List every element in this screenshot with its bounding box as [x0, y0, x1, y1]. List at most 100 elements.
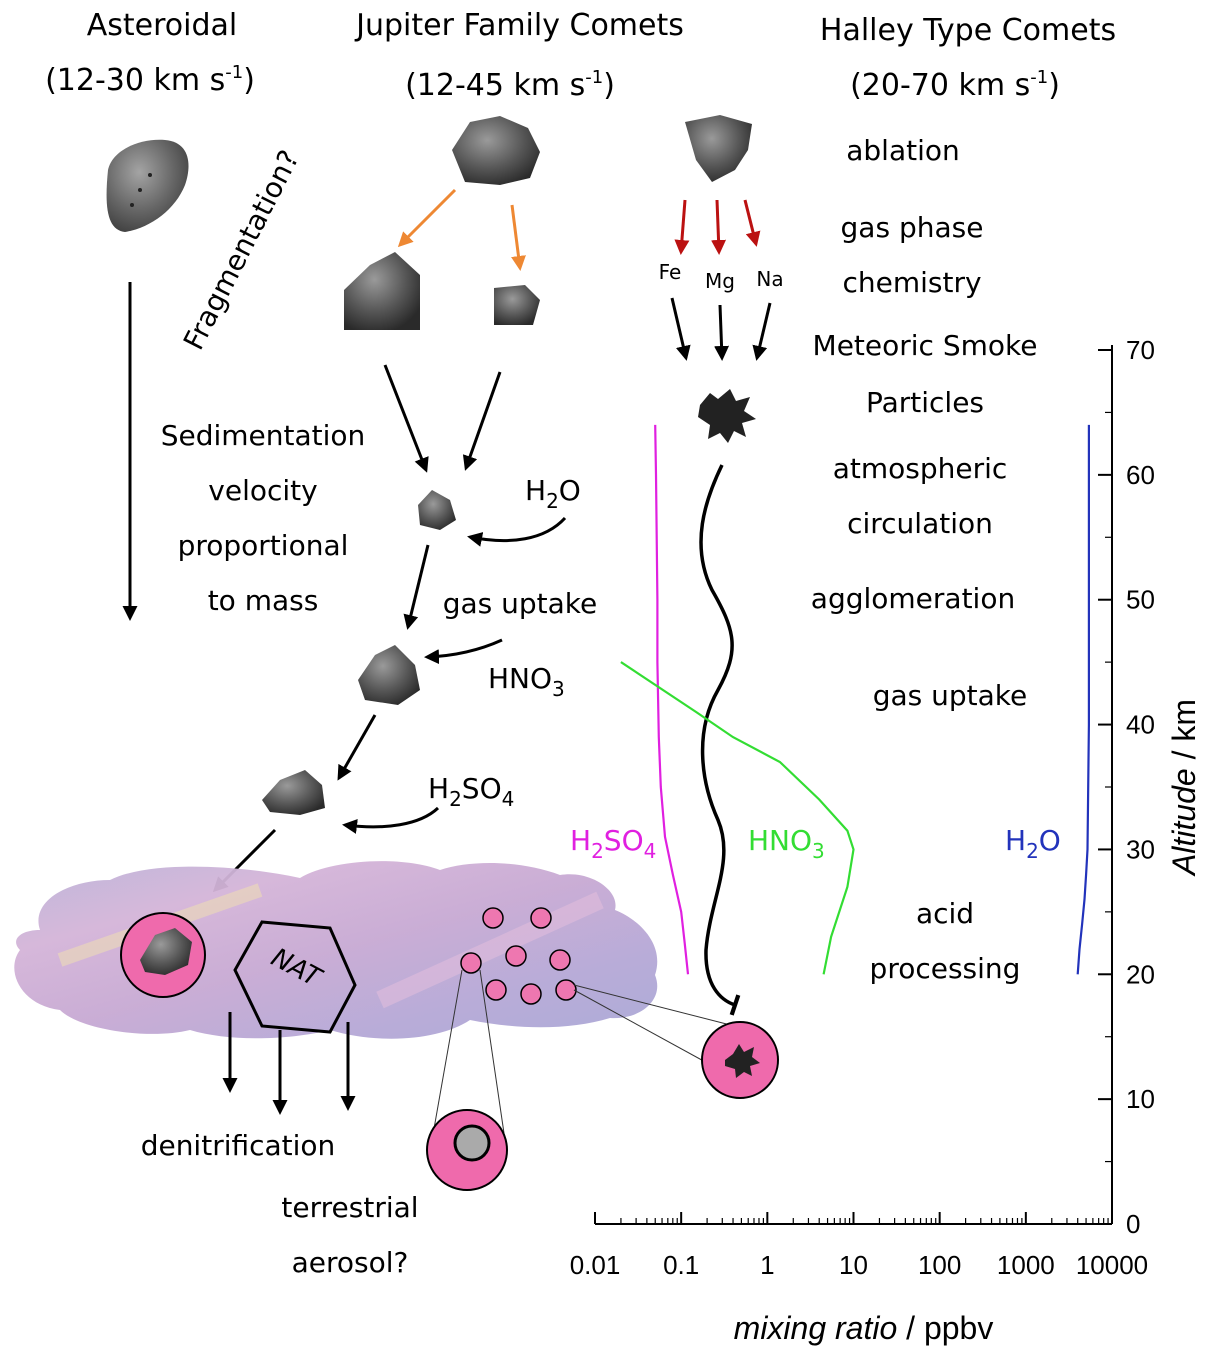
series-label-h2so4: H2SO4: [570, 824, 656, 863]
x-tick-label: 10: [839, 1250, 868, 1280]
series-line-h2o: [1076, 424, 1091, 975]
y-axis-title: Altitude / km: [1166, 699, 1202, 877]
msp-arrow-na: [752, 302, 772, 361]
htc-meteoroid: [685, 115, 752, 182]
meteoric-smoke-particle: [698, 389, 756, 443]
particle-stage-2: [358, 645, 420, 705]
asteroid-meteoroid: [106, 139, 189, 232]
fragment-small: [494, 285, 540, 325]
series-label-h2o: H2O: [1005, 824, 1061, 863]
fragment-arrow-right: [510, 204, 526, 271]
ablation-arrow-fe: [674, 199, 690, 255]
zoom-line: [573, 984, 751, 1031]
fe-label: Fe: [659, 260, 682, 284]
y-tick-label: 70: [1126, 335, 1155, 365]
sedimentation-label-2: velocity: [208, 474, 317, 507]
jfc-title: Jupiter Family Comets: [354, 8, 684, 43]
ablation-arrow-na: [743, 199, 761, 247]
x-tick-label: 0.01: [570, 1250, 621, 1280]
y-tick-label: 60: [1126, 460, 1155, 490]
aerosol-particle: [460, 952, 482, 974]
agglomeration-label: agglomeration: [811, 582, 1015, 615]
msp-inclusion: [725, 1044, 760, 1078]
fragment-large: [344, 252, 420, 330]
aerosol-particle: [520, 983, 542, 1005]
series-line-hno3: [620, 661, 855, 975]
terrestrial-label-1: terrestrial: [281, 1191, 418, 1224]
descent-arrow-2: [462, 371, 502, 471]
aerosol-particle: [485, 979, 507, 1001]
series-line-h2so4: [654, 424, 690, 975]
zoom-line: [479, 969, 506, 1141]
y-tick-label: 0: [1126, 1209, 1140, 1239]
msp-label-1: Meteoric Smoke: [813, 329, 1038, 362]
x-tick-label: 10000: [1076, 1250, 1148, 1280]
hno3-uptake-arrow: [424, 638, 503, 665]
zoom-line: [431, 969, 463, 1141]
aerosol-particle: [505, 945, 527, 967]
na-label: Na: [756, 267, 783, 291]
y-tick-label: 40: [1126, 710, 1155, 740]
aerosol-particle: [549, 949, 571, 971]
terrestrial-core: [453, 1124, 491, 1162]
gas-uptake-left-label: gas uptake: [443, 587, 598, 620]
y-tick-label: 10: [1126, 1084, 1155, 1114]
acid-processing-label-2: processing: [870, 952, 1021, 985]
circulation-label-1: atmospheric: [833, 452, 1008, 485]
zoom-line: [573, 989, 721, 1071]
htc-title: Halley Type Comets: [820, 13, 1116, 48]
msp-arrow-mg: [714, 304, 730, 361]
aerosol-particle: [530, 907, 552, 929]
descent-arrow-4: [337, 714, 377, 781]
aerosol-particle: [555, 979, 577, 1001]
h2so4-uptake-arrow: [342, 806, 440, 834]
nat-crystal: [233, 920, 357, 1034]
gas-phase-label-2: chemistry: [842, 266, 981, 299]
jfc-meteoroid: [452, 116, 540, 185]
y-tick-label: 50: [1126, 585, 1155, 615]
h2so4-left-label: H2SO4: [428, 772, 514, 811]
y-tick-label: 30: [1126, 834, 1155, 864]
x-axis-title: mixing ratio / ppbv: [734, 1310, 994, 1346]
particle-stage-1: [418, 490, 456, 530]
particle-stage-3: [262, 770, 325, 815]
x-tick-label: 0.1: [663, 1250, 699, 1280]
ablation-arrow-mg: [711, 199, 727, 255]
aerosol-particles: [460, 907, 577, 1005]
x-tick-label: 1000: [997, 1250, 1055, 1280]
circulation-label-2: circulation: [847, 507, 993, 540]
acid-processing-label-1: acid: [916, 897, 974, 930]
htc-speed: (20-70 km s-1): [850, 67, 1060, 103]
h2o-uptake-arrow: [467, 516, 567, 547]
mixing-ratio-chart: 0.01 0.1 1 10 100 1000 10000 0 10 20 30 40 50 60 70 mix…: [570, 335, 1202, 1346]
asteroidal-title: Asteroidal: [87, 8, 238, 43]
msp-label-2: Particles: [866, 386, 984, 419]
sedimentation-label-1: Sedimentation: [161, 419, 366, 452]
msp-trajectory: [699, 464, 741, 1016]
asteroidal-speed: (12-30 km s-1): [45, 62, 255, 98]
descent-arrow-1: [383, 364, 429, 473]
h2o-label: H2O: [525, 474, 581, 513]
sedimentation-label-4: to mass: [208, 584, 319, 617]
series-label-hno3: HNO3: [748, 824, 825, 863]
mg-label: Mg: [705, 269, 735, 293]
jfc-speed: (12-45 km s-1): [405, 67, 615, 103]
terrestrial-label-2: aerosol?: [292, 1246, 409, 1279]
sedimentation-label-3: proportional: [178, 529, 349, 562]
coated-rock: [140, 928, 192, 975]
descent-arrow-3: [403, 544, 430, 630]
x-tick-label: 1: [760, 1250, 774, 1280]
hno3-left-label: HNO3: [488, 662, 565, 701]
denitrification-label: denitrification: [141, 1129, 336, 1162]
gas-uptake-right-label: gas uptake: [873, 679, 1028, 712]
x-tick-label: 100: [918, 1250, 961, 1280]
y-tick-label: 20: [1126, 959, 1155, 989]
msp-arrow-fe: [670, 297, 691, 361]
aerosol-particle: [482, 907, 504, 929]
gas-phase-label-1: gas phase: [841, 211, 984, 244]
fragment-arrow-left: [397, 188, 457, 248]
fragmentation-label: Fragmentation?: [177, 145, 306, 355]
ablation-label: ablation: [846, 134, 960, 167]
